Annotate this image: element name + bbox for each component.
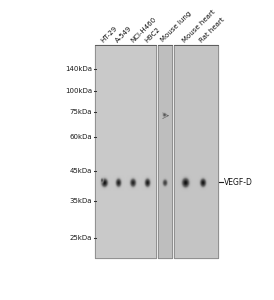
- Text: 25kDa: 25kDa: [70, 235, 92, 241]
- Text: 35kDa: 35kDa: [70, 198, 92, 204]
- Text: HT-29: HT-29: [100, 25, 118, 44]
- Bar: [95, 45, 156, 258]
- Text: Mouse heart: Mouse heart: [182, 8, 217, 43]
- Text: 75kDa: 75kDa: [70, 109, 92, 115]
- Text: 60kDa: 60kDa: [70, 134, 92, 140]
- Text: 45kDa: 45kDa: [70, 168, 92, 174]
- Text: 100kDa: 100kDa: [65, 88, 92, 94]
- Bar: [174, 45, 218, 258]
- Text: 140kDa: 140kDa: [65, 66, 92, 72]
- Text: Rat heart: Rat heart: [199, 16, 226, 44]
- Text: Mouse lung: Mouse lung: [160, 11, 193, 43]
- Text: NCI-H460: NCI-H460: [129, 16, 157, 44]
- Text: VEGF-D: VEGF-D: [224, 178, 252, 187]
- Text: A-549: A-549: [115, 25, 133, 44]
- Bar: [158, 45, 172, 258]
- Text: H9C2: H9C2: [144, 26, 161, 44]
